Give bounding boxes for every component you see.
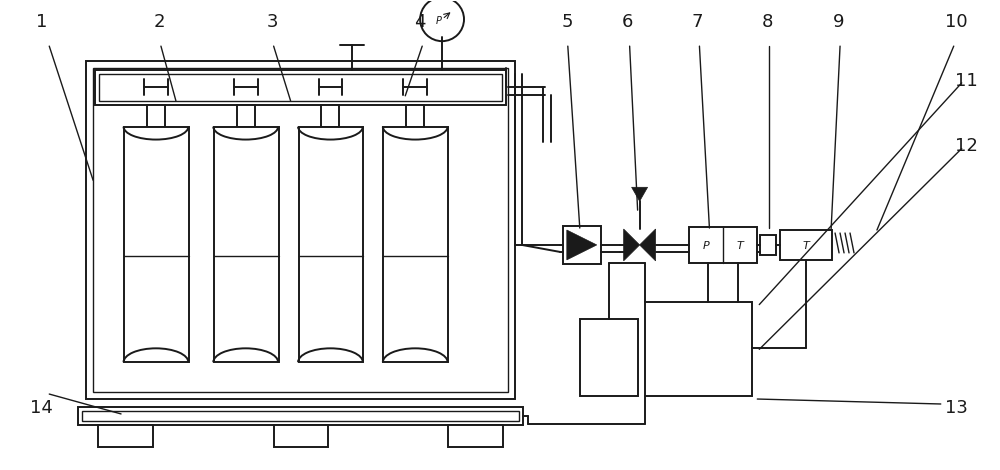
Text: 8: 8: [762, 14, 773, 31]
Bar: [448, 425, 503, 447]
Bar: [406, 105, 424, 126]
Text: 12: 12: [955, 137, 978, 155]
Polygon shape: [640, 229, 656, 261]
Text: P: P: [436, 16, 442, 26]
Bar: [563, 226, 601, 264]
Bar: [98, 425, 153, 447]
Bar: [78, 407, 523, 425]
Text: 6: 6: [622, 14, 633, 31]
Text: 10: 10: [945, 14, 968, 31]
Bar: [124, 126, 189, 362]
Text: 14: 14: [30, 399, 53, 417]
Text: 4: 4: [414, 14, 426, 31]
Bar: [86, 61, 515, 399]
Bar: [780, 230, 832, 260]
Bar: [645, 302, 752, 396]
Bar: [580, 320, 638, 396]
Text: 1: 1: [36, 14, 47, 31]
Bar: [383, 126, 448, 362]
Text: 5: 5: [561, 14, 573, 31]
Bar: [689, 227, 757, 263]
Text: 9: 9: [833, 14, 845, 31]
Text: T: T: [737, 241, 744, 251]
Bar: [99, 74, 502, 101]
Text: 11: 11: [955, 72, 978, 90]
Bar: [82, 411, 519, 421]
Polygon shape: [624, 229, 640, 261]
Bar: [237, 105, 255, 126]
Bar: [147, 105, 165, 126]
Bar: [214, 126, 279, 362]
Text: T: T: [803, 241, 810, 251]
Bar: [93, 68, 508, 392]
Bar: [321, 105, 339, 126]
Bar: [299, 126, 363, 362]
Text: P: P: [703, 241, 710, 251]
Bar: [760, 235, 776, 255]
Polygon shape: [632, 187, 648, 201]
Text: 7: 7: [692, 14, 703, 31]
Text: 13: 13: [945, 399, 968, 417]
Text: 3: 3: [267, 14, 278, 31]
Text: 2: 2: [153, 14, 165, 31]
Bar: [274, 425, 328, 447]
Bar: [95, 70, 506, 105]
Polygon shape: [567, 230, 597, 260]
